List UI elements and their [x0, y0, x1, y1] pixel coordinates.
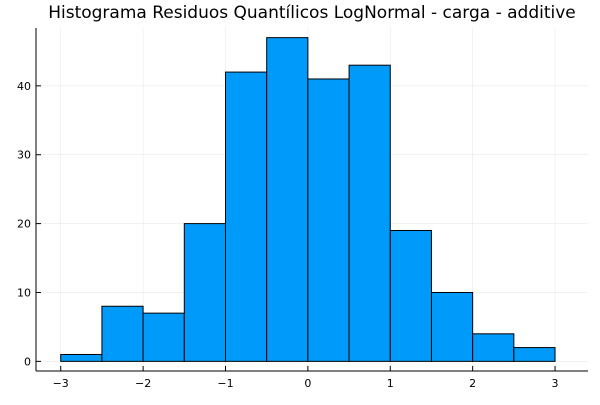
histogram-bar	[472, 333, 515, 362]
y-tick-label: 0	[24, 355, 31, 368]
histogram-bar	[142, 312, 185, 362]
x-tick-label: 1	[387, 377, 394, 390]
histogram-bar	[60, 353, 103, 362]
x-tick-label: −3	[53, 377, 69, 390]
chart-title: Histograma Residuos Quantílicos LogNorma…	[48, 3, 576, 23]
histogram-bar	[513, 347, 556, 362]
histogram-bar	[389, 229, 432, 362]
histogram-bar	[183, 223, 226, 362]
y-tick-label: 20	[17, 218, 31, 231]
histogram-bar	[307, 78, 350, 362]
x-tick-label: −2	[135, 377, 151, 390]
x-tick-label: 2	[469, 377, 476, 390]
x-tick-label: −1	[217, 377, 233, 390]
histogram-bar	[266, 37, 309, 362]
y-tick-label: 40	[17, 80, 31, 93]
histogram-bar	[224, 71, 268, 362]
histogram-bar	[430, 291, 474, 362]
x-tick-label: 0	[304, 377, 311, 390]
y-tick-label: 30	[17, 149, 31, 162]
x-tick-label: 3	[552, 377, 559, 390]
y-tick-label: 10	[17, 286, 31, 299]
histogram-bar	[348, 64, 391, 362]
bars	[60, 37, 556, 362]
histogram-bar	[101, 305, 144, 362]
